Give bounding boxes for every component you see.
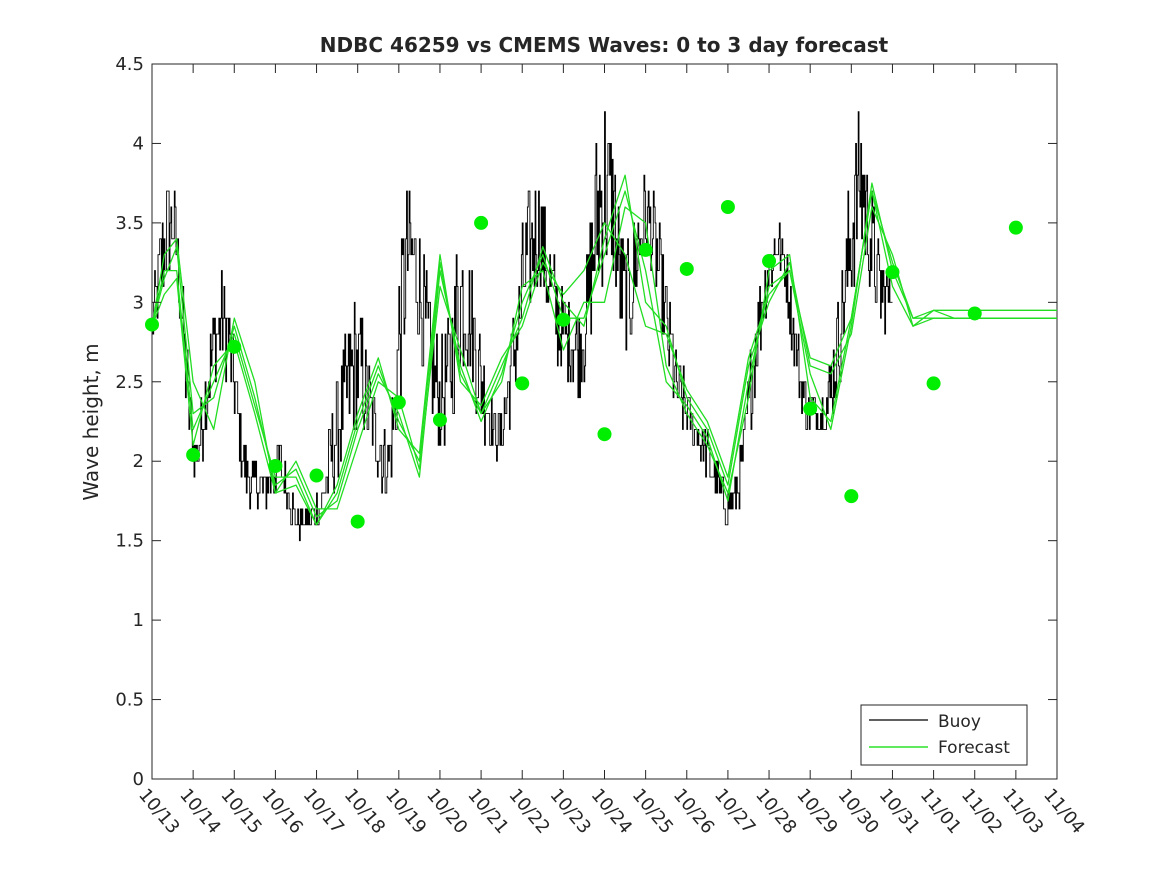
analysis-point: [638, 242, 653, 257]
y-tick-label: 3: [133, 292, 144, 313]
forecast-line-run4: [151, 190, 1057, 526]
analysis-point: [145, 317, 159, 332]
analysis-point: [350, 514, 365, 529]
analysis-point: [391, 395, 406, 410]
legend-label-buoy: Buoy: [938, 712, 981, 732]
analysis-point: [803, 401, 818, 416]
y-tick-label: 4: [133, 133, 144, 154]
legend: Buoy Forecast: [860, 704, 1028, 766]
analysis-point: [268, 458, 283, 473]
chart-title: NDBC 46259 vs CMEMS Waves: 0 to 3 day fo…: [320, 33, 889, 57]
analysis-point: [679, 261, 694, 276]
analysis-point: [515, 376, 530, 391]
y-tick-label: 1.5: [115, 531, 144, 552]
analysis-point: [432, 412, 447, 427]
analysis-point: [186, 447, 201, 462]
analysis-point: [720, 200, 735, 214]
analysis-point: [967, 306, 982, 321]
y-tick-label: 2.5: [115, 372, 144, 393]
legend-label-forecast: Forecast: [938, 738, 1010, 758]
analysis-point: [227, 339, 242, 354]
y-tick-label: 1: [133, 610, 144, 631]
y-tick-label: 2: [133, 451, 144, 472]
analysis-point: [1008, 220, 1023, 235]
y-tick-label: 0.5: [115, 690, 144, 711]
analysis-point: [926, 376, 941, 391]
analysis-point: [556, 312, 571, 327]
analysis-points: [145, 200, 1023, 529]
analysis-point: [844, 489, 859, 504]
y-tick-label: 3.5: [115, 213, 144, 234]
analysis-point: [885, 265, 900, 280]
y-tick-label: 4.5: [115, 54, 144, 75]
analysis-point: [309, 468, 324, 483]
analysis-point: [474, 215, 489, 230]
y-tick-label: 0: [133, 769, 144, 790]
legend-box: [860, 704, 1028, 766]
y-axis-label: Wave height, m: [79, 343, 103, 500]
forecast-series: [151, 174, 1057, 526]
analysis-point: [762, 254, 777, 269]
analysis-point: [597, 427, 612, 442]
y-axis: 0 0.5 1 1.5 2 2.5 3 3.5 4 4.5: [115, 54, 1057, 790]
